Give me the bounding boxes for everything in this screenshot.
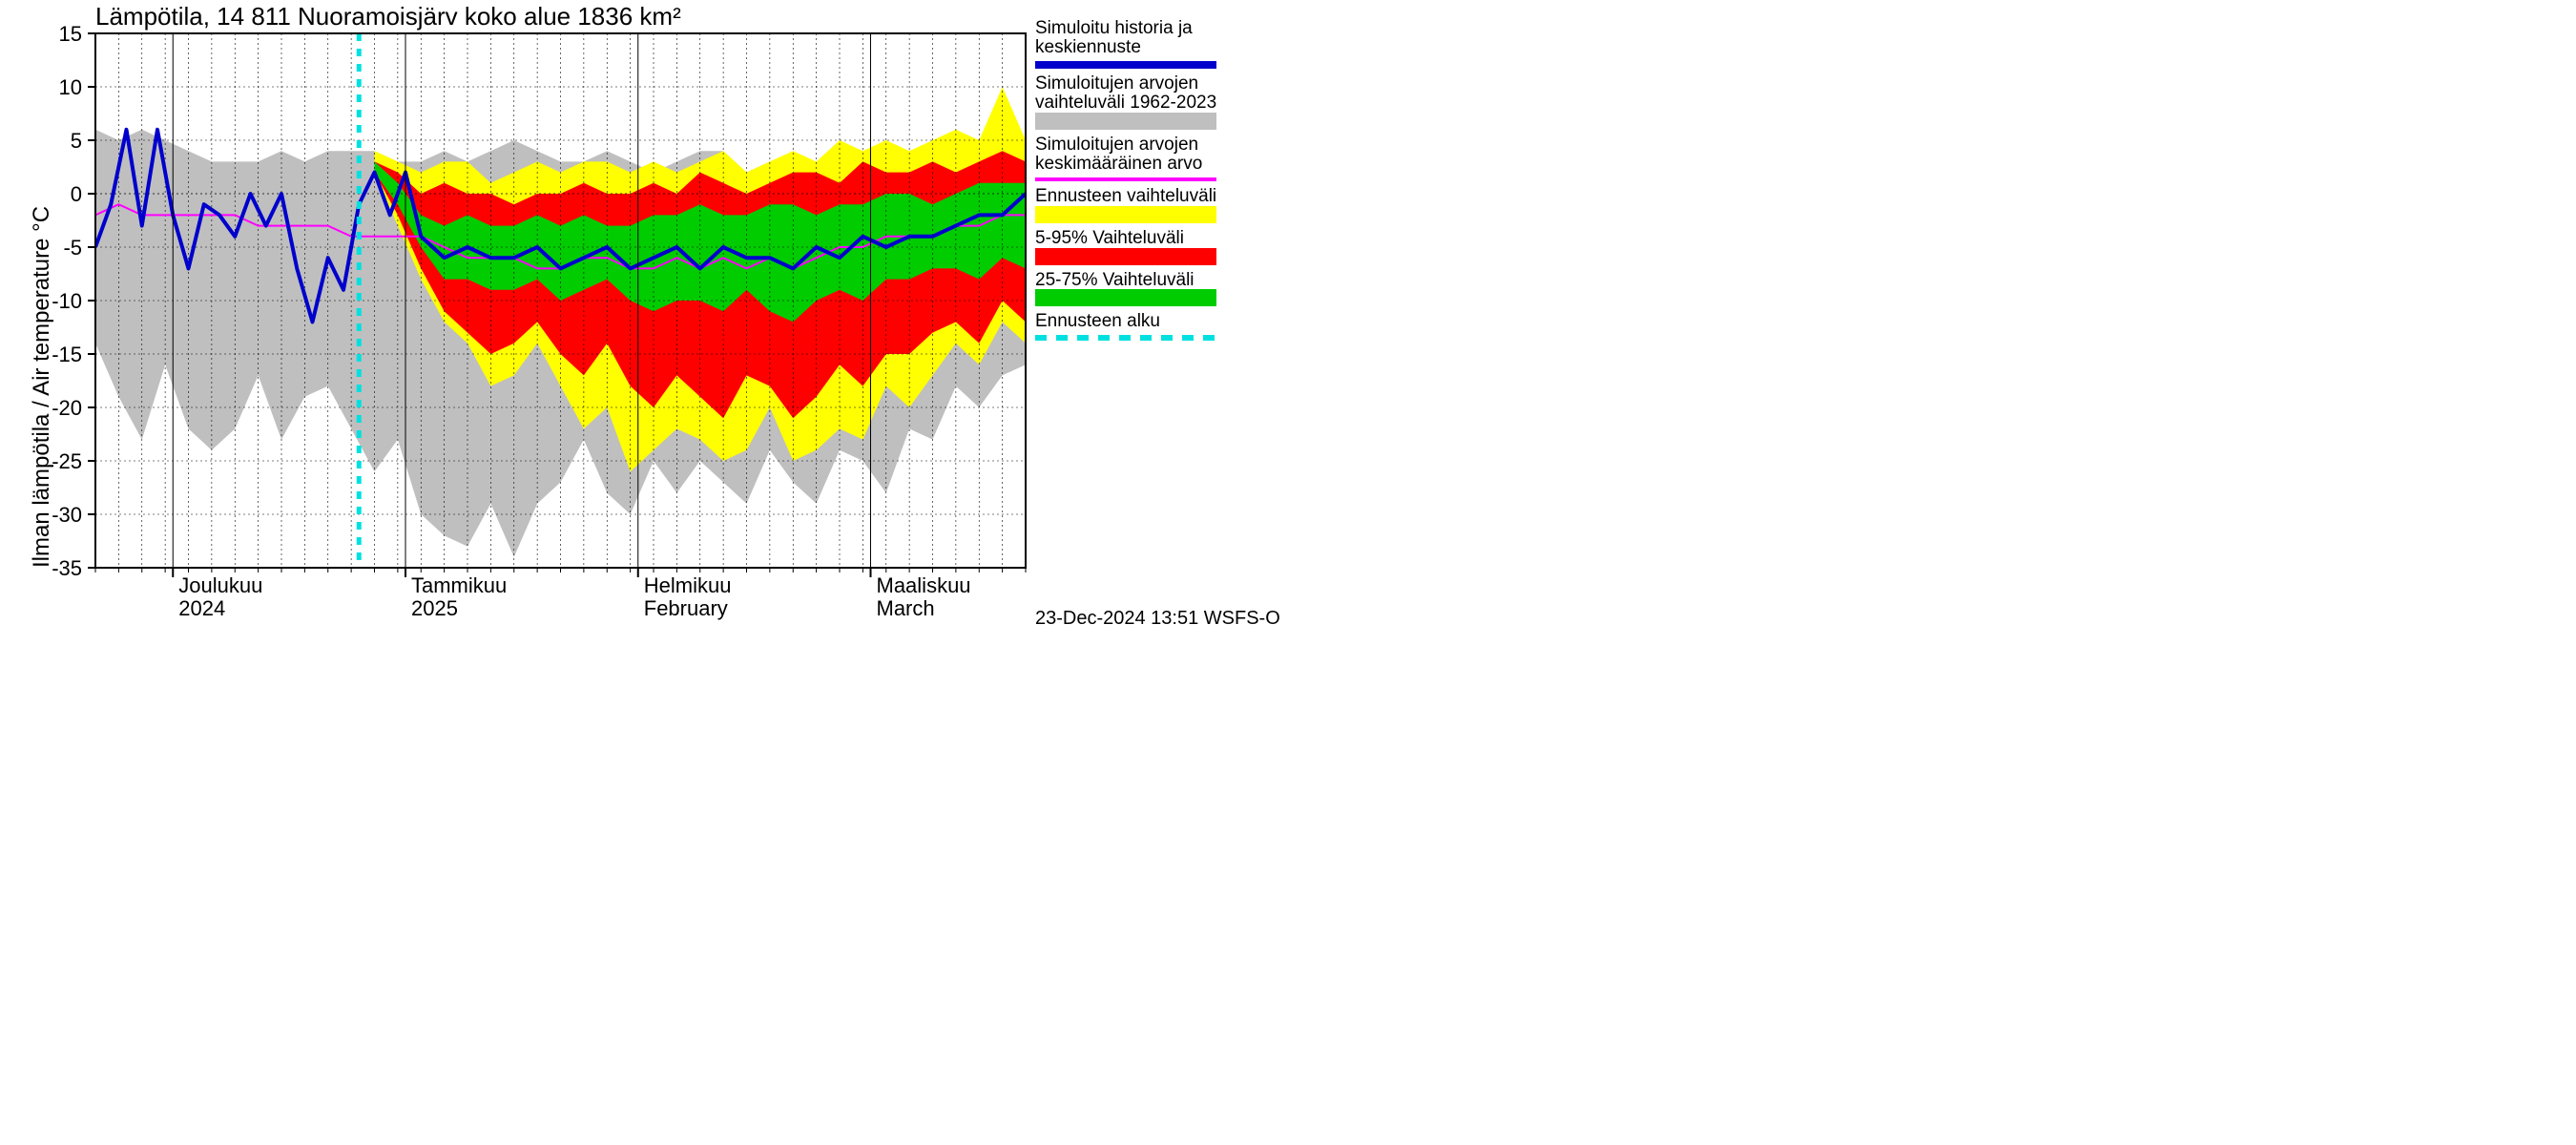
legend-swatch	[1035, 335, 1216, 341]
svg-text:-5: -5	[63, 236, 82, 260]
svg-text:-15: -15	[52, 343, 82, 366]
legend-item: Simuloitujen arvojenkeskimääräinen arvo	[1035, 135, 1216, 181]
legend: Simuloitu historia jakeskiennuste Simuloi…	[1035, 19, 1216, 346]
svg-text:Maaliskuu: Maaliskuu	[877, 573, 971, 597]
legend-label: 25-75% Vaihteluväli	[1035, 271, 1216, 290]
legend-swatch	[1035, 289, 1216, 306]
svg-text:-25: -25	[52, 449, 82, 473]
svg-text:5: 5	[71, 129, 82, 153]
svg-text:2025: 2025	[411, 596, 458, 620]
legend-item: Simuloitujen arvojenvaihteluväli 1962-20…	[1035, 74, 1216, 130]
svg-text:-20: -20	[52, 396, 82, 420]
svg-text:2024: 2024	[178, 596, 225, 620]
svg-text:15: 15	[59, 22, 82, 46]
svg-text:-35: -35	[52, 556, 82, 580]
svg-text:March: March	[877, 596, 935, 620]
legend-label: Ennusteen vaihteluväli	[1035, 187, 1216, 206]
svg-text:0: 0	[71, 182, 82, 206]
svg-text:-10: -10	[52, 289, 82, 313]
legend-label: Simuloitujen arvojenvaihteluväli 1962-20…	[1035, 74, 1216, 113]
legend-swatch	[1035, 248, 1216, 265]
legend-swatch	[1035, 206, 1216, 223]
svg-text:Helmikuu: Helmikuu	[644, 573, 732, 597]
chart-title: Lämpötila, 14 811 Nuoramoisjärv koko alu…	[95, 2, 681, 31]
legend-item: Simuloitu historia jakeskiennuste	[1035, 19, 1216, 69]
legend-item: 25-75% Vaihteluväli	[1035, 271, 1216, 307]
legend-swatch	[1035, 61, 1216, 69]
legend-swatch	[1035, 177, 1216, 181]
legend-label: 5-95% Vaihteluväli	[1035, 229, 1216, 248]
legend-label: Simuloitujen arvojenkeskimääräinen arvo	[1035, 135, 1216, 174]
legend-item: Ennusteen vaihteluväli	[1035, 187, 1216, 223]
legend-label: Simuloitu historia jakeskiennuste	[1035, 19, 1216, 57]
legend-swatch	[1035, 113, 1216, 130]
svg-text:10: 10	[59, 75, 82, 99]
svg-text:Tammikuu: Tammikuu	[411, 573, 507, 597]
y-axis-label: Ilman lämpötila / Air temperature °C	[29, 206, 55, 568]
legend-label: Ennusteen alku	[1035, 312, 1216, 331]
svg-text:-30: -30	[52, 503, 82, 527]
svg-text:February: February	[644, 596, 728, 620]
footer-timestamp: 23-Dec-2024 13:51 WSFS-O	[1035, 608, 1280, 630]
legend-item: Ennusteen alku	[1035, 312, 1216, 341]
legend-item: 5-95% Vaihteluväli	[1035, 229, 1216, 265]
svg-text:Joulukuu: Joulukuu	[178, 573, 262, 597]
